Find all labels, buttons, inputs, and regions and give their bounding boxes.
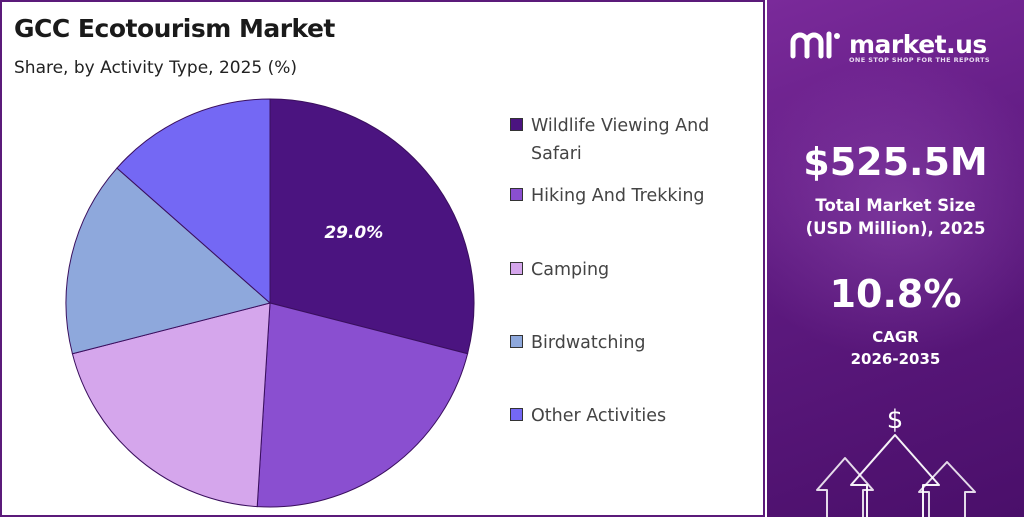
legend-label-other: Other Activities [531, 406, 667, 426]
legend-swatch-birdwatching [510, 335, 523, 348]
brand: market.us [789, 26, 987, 62]
market-us-logo-icon [790, 31, 840, 59]
brand-name: market.us [849, 29, 987, 59]
pie-slice-hiking [256, 302, 469, 508]
growth-arrows-icon: $ [816, 405, 976, 517]
legend-item-camping: Camping [510, 256, 746, 284]
pie-chart: 29.0% [65, 98, 475, 508]
legend-swatch-other [510, 408, 523, 421]
pie-slice-camping [71, 302, 271, 508]
legend-item-hiking: Hiking And Trekking [510, 182, 746, 210]
pie-slice-birdwatching [65, 167, 272, 355]
pie-data-label-wildlife: 29.0% [324, 223, 383, 243]
legend-swatch-hiking [510, 188, 523, 201]
legend-swatch-camping [510, 262, 523, 275]
brand-tagline: ONE STOP SHOP FOR THE REPORTS [849, 56, 990, 64]
legend-swatch-wildlife [510, 118, 523, 131]
legend-item-wildlife: Wildlife Viewing And Safari [510, 112, 746, 168]
market-size-value: $525.5M [803, 140, 988, 184]
summary-panel: market.us ONE STOP SHOP FOR THE REPORTS … [767, 0, 1024, 517]
cagr-label: CAGR [872, 328, 919, 346]
market-size-label-line2: (USD Million), 2025 [805, 219, 986, 238]
chart-panel: GCC Ecotourism Market Share, by Activity… [0, 0, 765, 517]
pie-slice-other [116, 98, 271, 305]
cagr-value: 10.8% [829, 272, 962, 316]
chart-subtitle: Share, by Activity Type, 2025 (%) [14, 58, 298, 78]
legend-label-camping: Camping [531, 260, 610, 280]
legend-label-birdwatching: Birdwatching [531, 333, 646, 353]
legend-label-hiking: Hiking And Trekking [531, 186, 705, 206]
chart-title: GCC Ecotourism Market [14, 14, 335, 43]
legend-item-other: Other Activities [510, 402, 746, 430]
market-size-label-line1: Total Market Size [815, 196, 976, 215]
dollar-icon: $ [887, 405, 904, 435]
legend-label-wildlife: Wildlife Viewing And Safari [531, 116, 710, 164]
legend-item-birdwatching: Birdwatching [510, 329, 746, 357]
pie-slice-wildlife [269, 98, 475, 355]
cagr-period: 2026-2035 [850, 350, 941, 368]
